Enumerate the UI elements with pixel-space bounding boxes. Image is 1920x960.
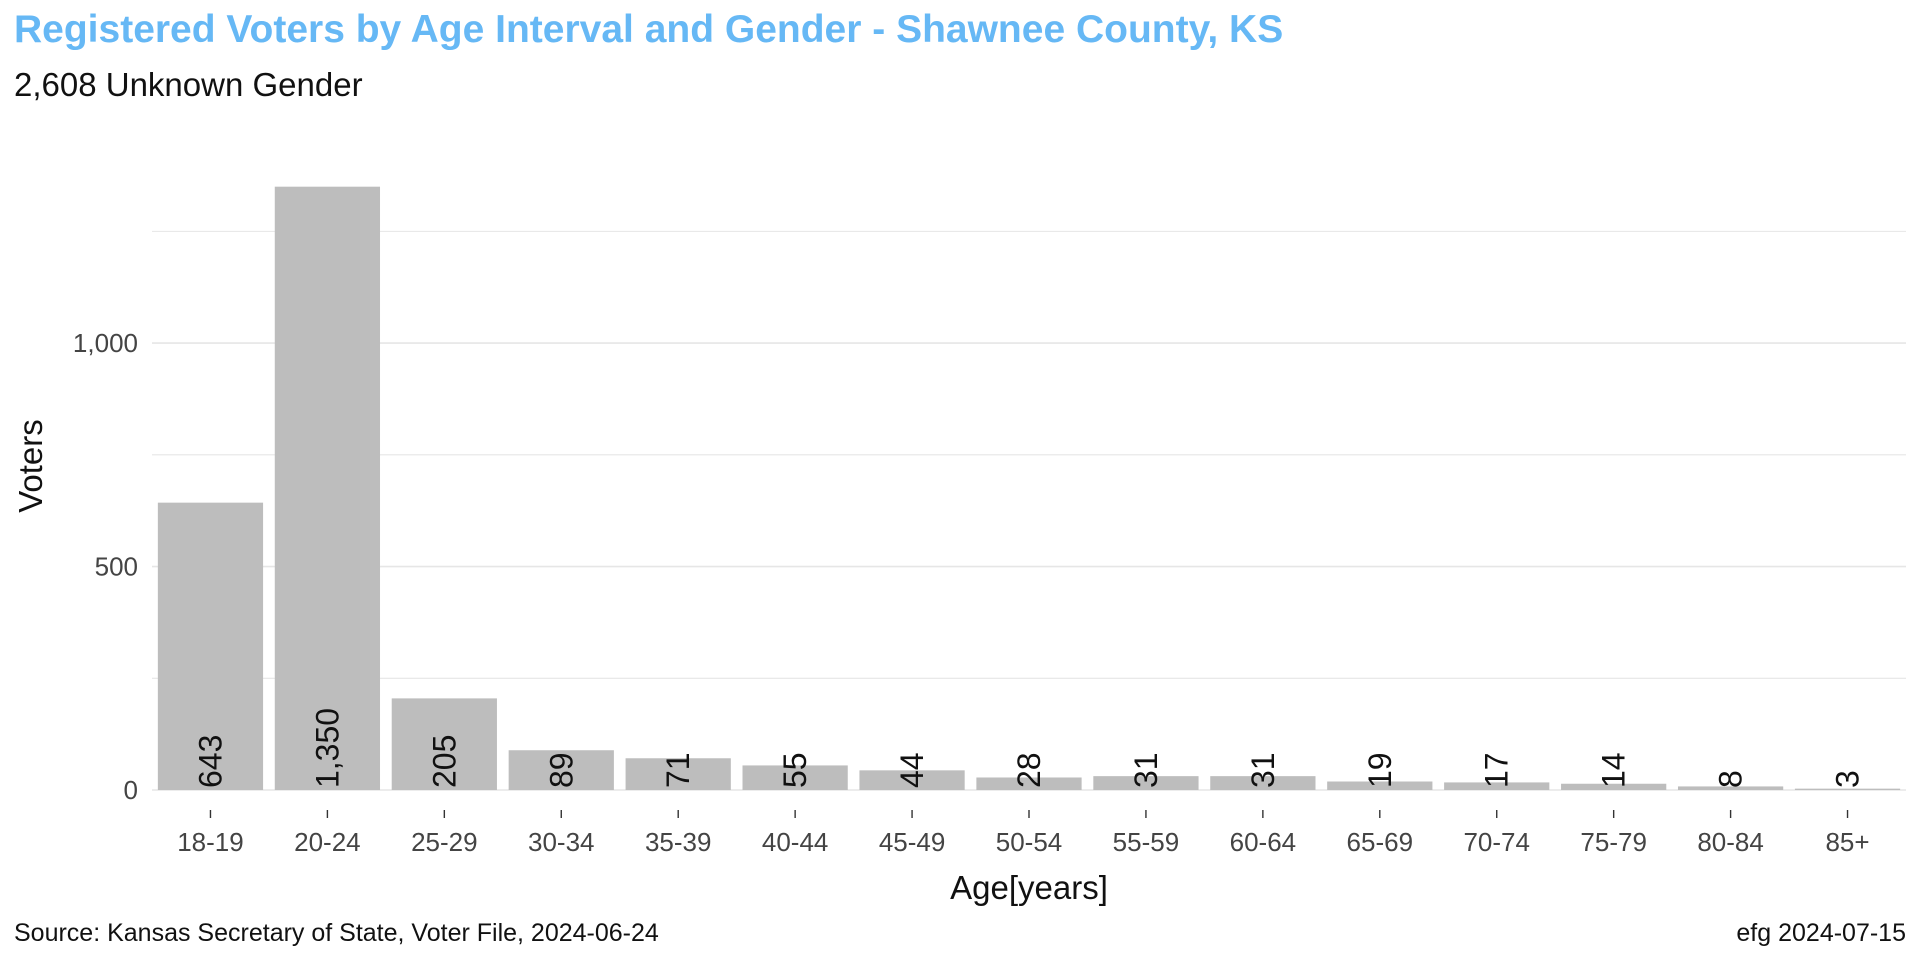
bar-value-label: 31 (1245, 752, 1281, 788)
x-tick-label: 40-44 (762, 827, 829, 857)
y-tick-label: 500 (95, 552, 138, 582)
bar (1561, 783, 1667, 790)
x-tick-label: 25-29 (411, 827, 478, 857)
chart-subtitle: 2,608 Unknown Gender (14, 66, 363, 103)
y-tick-label: 1,000 (73, 328, 138, 358)
bar (1677, 786, 1784, 790)
x-tick-label: 18-19 (177, 827, 244, 857)
bar-value-labels: 643 1,350 205 89 71 55 44 28 31 31 19 17 14 8 3 (192, 708, 1865, 788)
x-axis-title: Age[years] (950, 869, 1108, 906)
chart-title: Registered Voters by Age Interval and Ge… (14, 8, 1284, 51)
bar (1794, 788, 1901, 790)
bar (1444, 782, 1550, 790)
author-date-caption: efg 2024-07-15 (1736, 919, 1906, 947)
bar-value-label: 14 (1596, 752, 1632, 788)
bar (391, 698, 497, 790)
bars (157, 186, 1901, 791)
bar-value-label: 3 (1830, 770, 1866, 788)
bar-value-label: 17 (1479, 752, 1515, 788)
y-tick-label: 0 (124, 775, 138, 805)
bar-value-label: 205 (426, 735, 462, 788)
x-tick-label: 60-64 (1230, 827, 1297, 857)
bar (157, 502, 264, 790)
bar-value-label: 1,350 (309, 708, 345, 788)
x-tick-label: 45-49 (879, 827, 946, 857)
x-tick-label: 65-69 (1347, 827, 1414, 857)
x-tick-label: 55-59 (1113, 827, 1180, 857)
bar-value-label: 19 (1362, 752, 1398, 788)
bar (274, 186, 381, 791)
x-tick-label: 75-79 (1580, 827, 1647, 857)
bar (742, 765, 848, 790)
bar (859, 770, 965, 790)
bar-value-label: 71 (660, 752, 696, 788)
bar (1210, 776, 1316, 790)
bar-value-label: 44 (894, 752, 930, 788)
bar (1093, 776, 1199, 790)
bar-value-label: 89 (543, 752, 579, 788)
bar-value-label: 31 (1128, 752, 1164, 788)
bar (1327, 781, 1433, 790)
x-tick-label: 80-84 (1697, 827, 1764, 857)
x-tick-label: 85+ (1825, 827, 1869, 857)
x-tick-label: 20-24 (294, 827, 361, 857)
source-caption: Source: Kansas Secretary of State, Voter… (14, 919, 659, 947)
x-tick-label: 70-74 (1463, 827, 1530, 857)
x-tick-label: 35-39 (645, 827, 712, 857)
bar-value-label: 55 (777, 752, 813, 788)
bar (976, 777, 1082, 790)
x-tick-label: 50-54 (996, 827, 1063, 857)
x-tick-label: 30-34 (528, 827, 595, 857)
bar (508, 750, 614, 790)
y-axis-title: Voters (12, 419, 49, 513)
bar-value-label: 643 (192, 735, 228, 788)
bar-value-label: 28 (1011, 752, 1047, 788)
bar-value-label: 8 (1713, 770, 1749, 788)
axes: 0 500 1,000 18-19 20-24 25-29 30-34 35-39 40-44 4… (12, 328, 1870, 906)
bar (625, 758, 731, 790)
